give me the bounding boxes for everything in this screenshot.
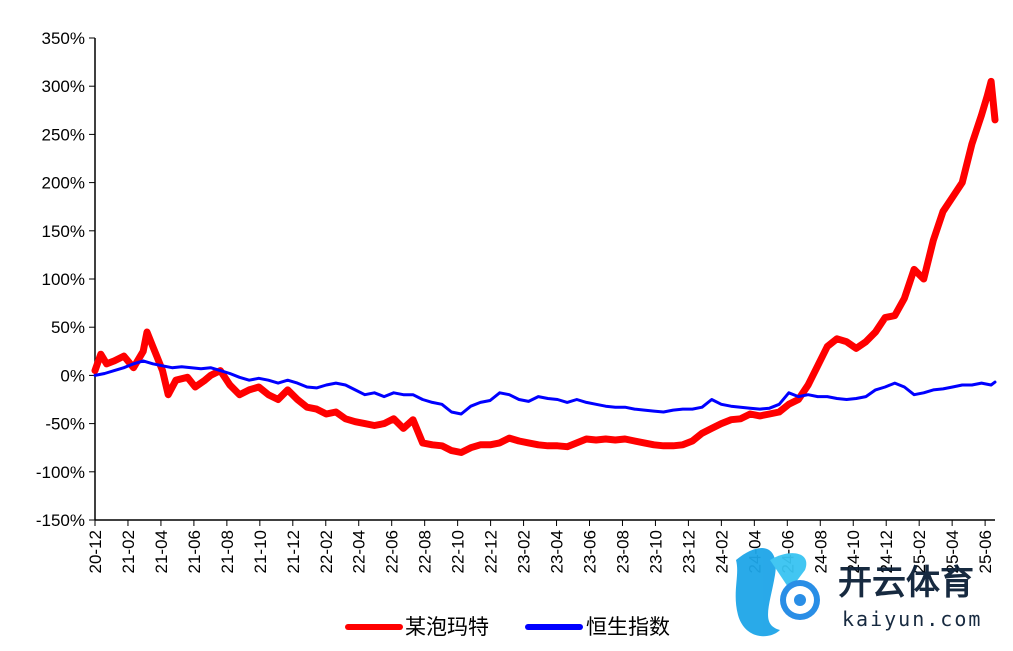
x-tick-label: 25-02: [910, 530, 929, 573]
x-tick-label: 21-06: [185, 530, 204, 573]
series-line-0: [91, 77, 999, 456]
logo-mark-icon: [735, 548, 820, 637]
y-tick-label: -100%: [36, 463, 85, 482]
x-tick-label: 24-08: [811, 530, 830, 573]
series-line-1: [93, 359, 997, 416]
x-tick-label: 24-12: [877, 530, 896, 573]
watermark-brand-sub: kaiyun.com: [842, 607, 982, 631]
x-tick-label: 21-08: [218, 530, 237, 573]
y-tick-label: 250%: [42, 125, 85, 144]
x-tick-label: 22-08: [416, 530, 435, 573]
legend: 某泡玛特 恒生指数: [345, 615, 670, 639]
watermark-logo: 开云体育 kaiyun.com: [735, 548, 982, 637]
x-tick-label: 24-02: [712, 530, 731, 573]
x-tick-label: 23-08: [613, 530, 632, 573]
legend-label-series-1: 恒生指数: [586, 615, 670, 639]
x-tick-label: 20-12: [86, 530, 105, 573]
x-tick-label: 22-10: [449, 530, 468, 573]
y-tick-label: 0%: [60, 366, 85, 385]
x-tick-label: 21-02: [119, 530, 138, 573]
x-tick-label: 23-02: [515, 530, 534, 573]
y-axis: -150% -100% -50% 0% 50% 100% 150% 200% 250% 300% 3…: [36, 29, 96, 530]
x-tick-label: 22-12: [482, 530, 501, 573]
x-tick-label: 23-06: [581, 530, 600, 573]
x-axis: 20-12 21-02 21-04 21-06 21-08 21-10 21-12 22-02…: [86, 519, 995, 573]
series-layer: [91, 77, 999, 456]
y-tick-label: -50%: [45, 415, 85, 434]
x-tick-label: 22-06: [383, 530, 402, 573]
y-tick-label: 350%: [42, 29, 85, 48]
x-tick-label: 24-10: [844, 530, 863, 573]
y-tick-label: -150%: [36, 511, 85, 530]
x-tick-label: 21-04: [152, 530, 171, 573]
y-tick-label: 150%: [42, 222, 85, 241]
x-tick-label: 23-12: [679, 530, 698, 573]
legend-label-series-0: 某泡玛特: [405, 615, 489, 639]
y-tick-label: 100%: [42, 270, 85, 289]
x-tick-label: 22-04: [350, 530, 369, 573]
x-tick-label: 25-04: [943, 530, 962, 573]
x-tick-label: 21-10: [251, 530, 270, 573]
y-tick-label: 200%: [42, 174, 85, 193]
watermark-brand-text: 开云体育: [838, 563, 974, 603]
x-tick-label: 23-10: [646, 530, 665, 573]
x-tick-label: 23-04: [548, 530, 567, 573]
x-tick-label: 21-12: [284, 530, 303, 573]
y-tick-label: 300%: [42, 77, 85, 96]
x-tick-label: 25-06: [976, 530, 995, 573]
y-tick-label: 50%: [51, 318, 85, 337]
x-tick-label: 22-02: [317, 530, 336, 573]
